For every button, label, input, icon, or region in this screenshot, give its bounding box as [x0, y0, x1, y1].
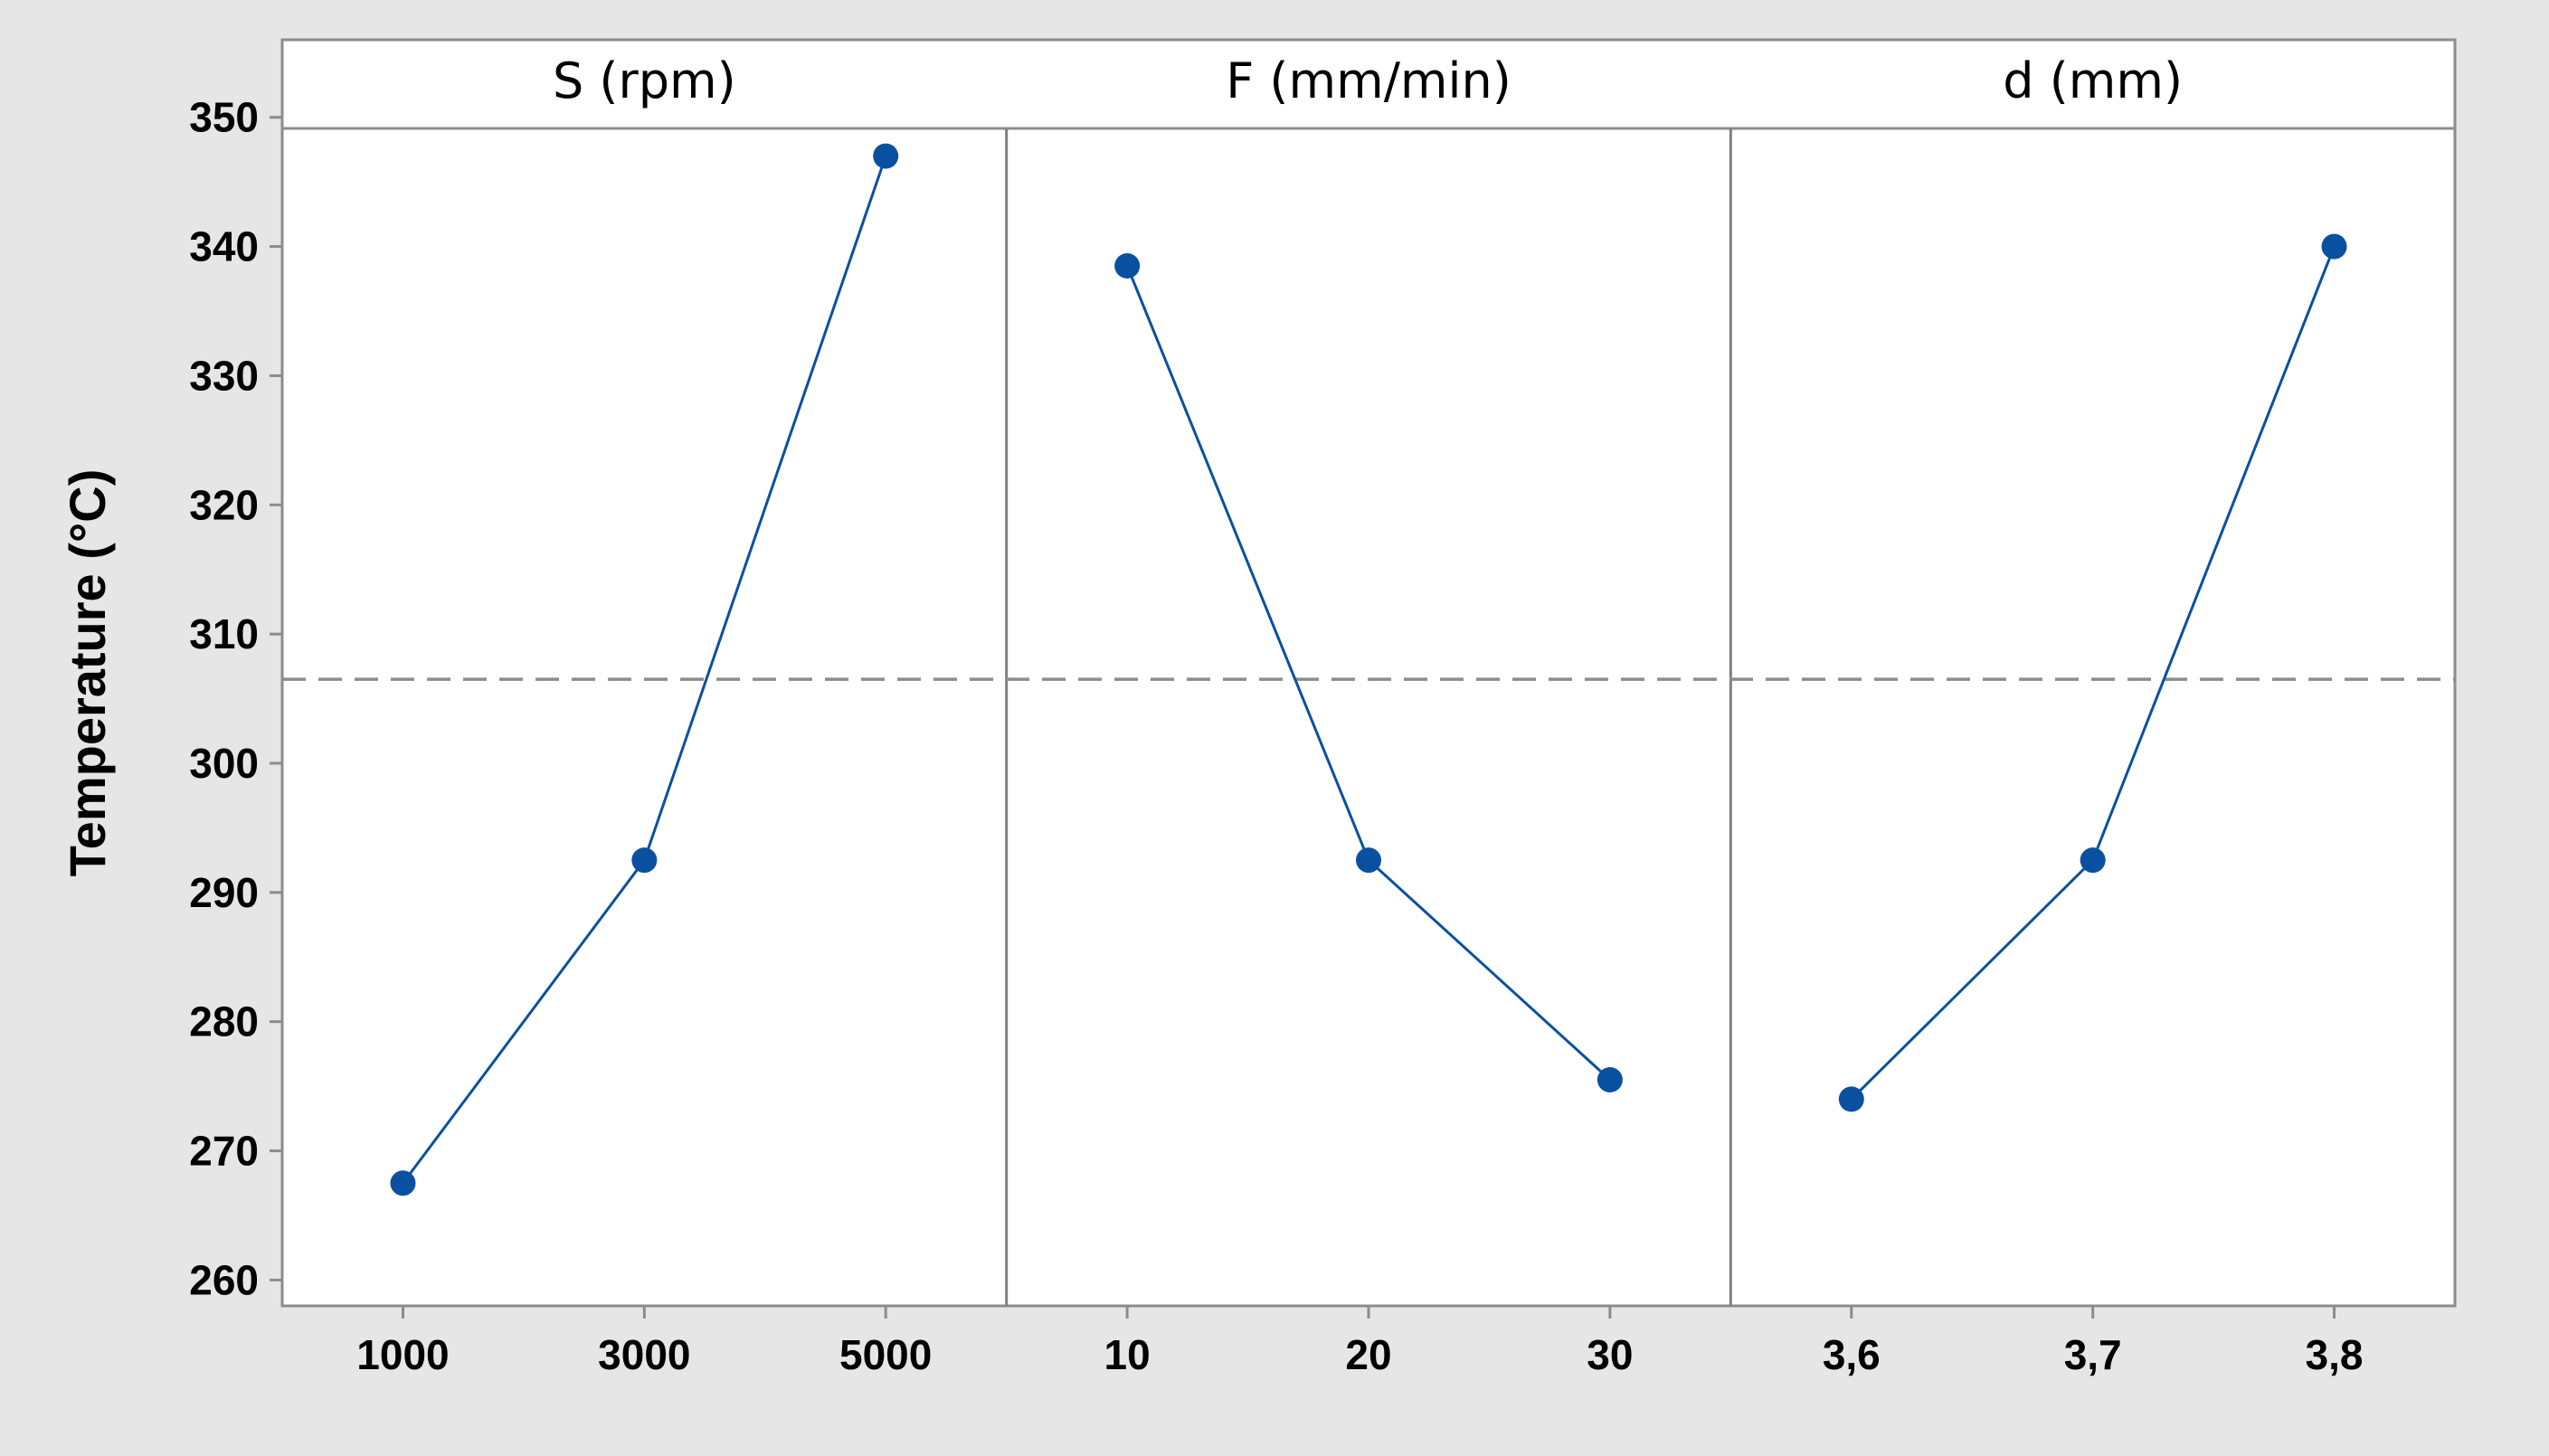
data-point: [1597, 1067, 1623, 1092]
x-tick-label: 1000: [356, 1331, 449, 1378]
y-tick-label: 330: [189, 352, 259, 399]
y-tick-label: 310: [189, 610, 259, 657]
panel-title: S (rpm): [553, 52, 736, 109]
panel-dividers: [1005, 128, 1732, 1306]
y-tick-label: 350: [189, 94, 259, 141]
x-tick-label: 3,6: [1823, 1331, 1881, 1378]
y-tick-label: 260: [189, 1256, 259, 1303]
series-group: [390, 143, 2347, 1196]
y-axis-ticks: 260 270 280 290 300 310 320 330 340 350: [189, 94, 282, 1303]
data-point: [2321, 233, 2347, 260]
data-point: [1356, 847, 1381, 874]
x-tick-label: 5000: [839, 1331, 932, 1378]
panel-title: d (mm): [2003, 52, 2183, 109]
data-point: [390, 1170, 416, 1196]
y-tick-label: 340: [189, 223, 259, 270]
y-axis-title: Temperature (°C): [59, 469, 116, 877]
y-tick-label: 290: [189, 869, 259, 916]
x-tick-label: 20: [1345, 1331, 1391, 1378]
x-tick-label: 30: [1587, 1331, 1633, 1378]
y-tick-label: 280: [189, 998, 259, 1045]
data-point: [1838, 1086, 1864, 1112]
plot-area: [280, 38, 2457, 1308]
x-tick-label: 3,7: [2064, 1331, 2122, 1378]
data-point: [2080, 847, 2106, 874]
x-axis-ticks: 1000 3000 5000 10 20 30 3,6 3,7 3,8: [356, 1306, 2364, 1378]
data-point: [873, 143, 899, 169]
data-point: [631, 847, 658, 874]
y-tick-label: 270: [189, 1128, 259, 1175]
x-tick-label: 3,8: [2306, 1331, 2364, 1378]
panel-titles: S (rpm) F (mm/min) d (mm): [553, 52, 2183, 109]
y-tick-label: 320: [189, 481, 259, 528]
panel-title: F (mm/min): [1226, 52, 1511, 109]
y-tick-label: 300: [189, 740, 259, 787]
data-point: [1114, 253, 1141, 279]
x-tick-label: 10: [1104, 1331, 1151, 1378]
x-tick-label: 3000: [598, 1331, 690, 1378]
